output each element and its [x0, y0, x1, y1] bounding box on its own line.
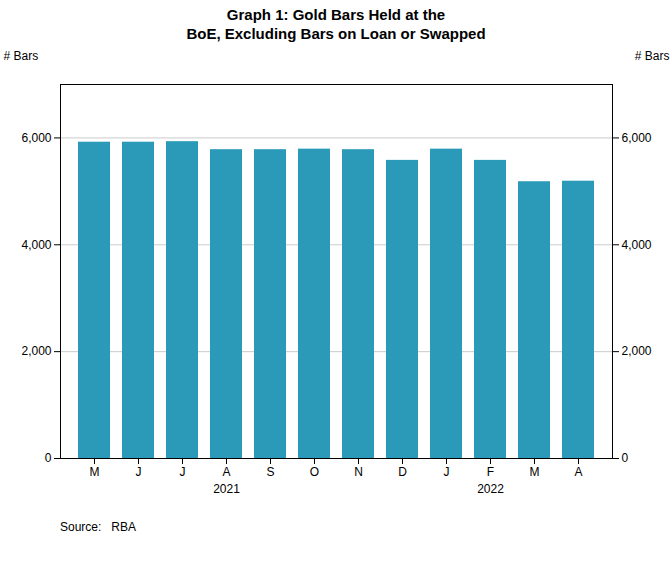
svg-text:J: J — [180, 465, 186, 479]
html-text:Graph 1: Gold Bars Held at the: Graph 1: Gold Bars Held at the BoE, Excl… — [186, 6, 486, 42]
svg-text:M: M — [530, 465, 540, 479]
svg-text:4,000: 4,000 — [21, 237, 51, 251]
svg-text:2022: 2022 — [477, 481, 504, 495]
svg-text:6,000: 6,000 — [21, 130, 51, 144]
svg-text:N: N — [354, 465, 363, 479]
svg-text:S: S — [266, 465, 274, 479]
svg-text:F: F — [487, 465, 494, 479]
svg-text:O: O — [310, 465, 319, 479]
svg-text:J: J — [136, 465, 142, 479]
svg-text:A: A — [574, 465, 582, 479]
svg-text:6,000: 6,000 — [622, 130, 652, 144]
svg-text:J: J — [444, 465, 450, 479]
html-text:Source: RBA: Source: RBA — [60, 519, 136, 534]
svg-text:0: 0 — [622, 451, 629, 465]
svg-text:D: D — [398, 465, 407, 479]
svg-text:M: M — [90, 465, 100, 479]
svg-text:# Bars: # Bars — [635, 49, 670, 63]
svg-text:2,000: 2,000 — [622, 344, 652, 358]
svg-text:# Bars: # Bars — [4, 49, 39, 63]
svg-text:0: 0 — [45, 451, 52, 465]
svg-text:2021: 2021 — [213, 481, 240, 495]
svg-text:A: A — [222, 465, 230, 479]
svg-text:4,000: 4,000 — [622, 237, 652, 251]
svg-text:2,000: 2,000 — [21, 344, 51, 358]
